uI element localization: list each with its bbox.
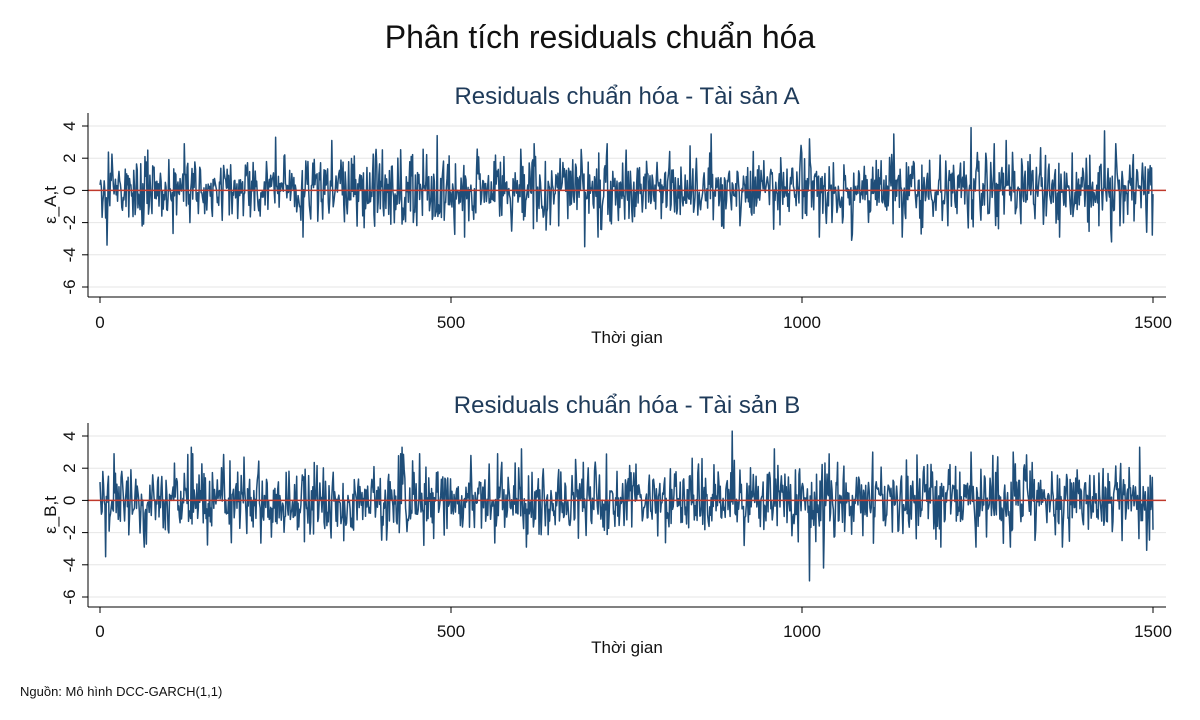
panel-a-y-tick-label: -2 (60, 215, 79, 230)
panel-b-ylabel: ε_B,t (41, 496, 60, 534)
panel-b-y-tick-label: -6 (60, 589, 79, 604)
panel-b-series-group (88, 430, 1166, 582)
figure-title: Phân tích residuals chuẩn hóa (385, 19, 816, 55)
panel-b-y-tick-label: 0 (60, 496, 79, 505)
panel-b-x-tick-label: 1000 (783, 622, 821, 641)
panel-b-y-ticks: -6 -4 -2 0 2 4 (60, 431, 88, 605)
panel-b-y-tick-label: -4 (60, 557, 79, 572)
panel-a-x-tick-label: 1500 (1134, 313, 1172, 332)
panel-a-x-tick-label: 0 (95, 313, 104, 332)
panel-a-y-tick-label: -6 (60, 279, 79, 294)
panel-a-y-tick-label: 0 (60, 186, 79, 195)
panel-b-axes (87, 423, 1166, 608)
panel-b-xlabel: Thời gian (591, 638, 663, 657)
panel-b-y-tick-label: 4 (60, 431, 79, 440)
panel-a-axes (87, 113, 1166, 298)
panel-a-x-tick-label: 500 (437, 313, 465, 332)
source-note: Nguồn: Mô hình DCC-GARCH(1,1) (20, 684, 222, 699)
panel-b-y-tick-label: -2 (60, 525, 79, 540)
panel-b-x-tick-label: 1500 (1134, 622, 1172, 641)
panel-b-x-ticks: 0 500 1000 1500 (95, 607, 1172, 641)
panel-b-x-tick-label: 0 (95, 622, 104, 641)
panel-asset-a: Residuals chuẩn hóa - Tài sản A Thời gia… (41, 83, 1172, 347)
panel-a-xlabel: Thời gian (591, 328, 663, 347)
panel-a-y-tick-label: -4 (60, 247, 79, 262)
panel-a-y-ticks: -6 -4 -2 0 2 4 (60, 121, 88, 295)
panel-a-series-line (99, 126, 1154, 248)
panel-a-x-tick-label: 1000 (783, 313, 821, 332)
panel-a-y-tick-label: 4 (60, 121, 79, 130)
panel-a-ylabel: ε_A,t (41, 186, 60, 224)
panel-a-title: Residuals chuẩn hóa - Tài sản A (454, 83, 799, 110)
panel-b-series-line (99, 430, 1154, 582)
panel-b-y-tick-label: 2 (60, 463, 79, 472)
panel-a-x-ticks: 0 500 1000 1500 (95, 297, 1172, 332)
panel-asset-b: Residuals chuẩn hóa - Tài sản B Thời gia… (41, 392, 1172, 657)
panel-a-y-tick-label: 2 (60, 153, 79, 162)
panel-b-title: Residuals chuẩn hóa - Tài sản B (454, 392, 800, 419)
panel-a-series-group (88, 126, 1166, 248)
panel-b-x-tick-label: 500 (437, 622, 465, 641)
